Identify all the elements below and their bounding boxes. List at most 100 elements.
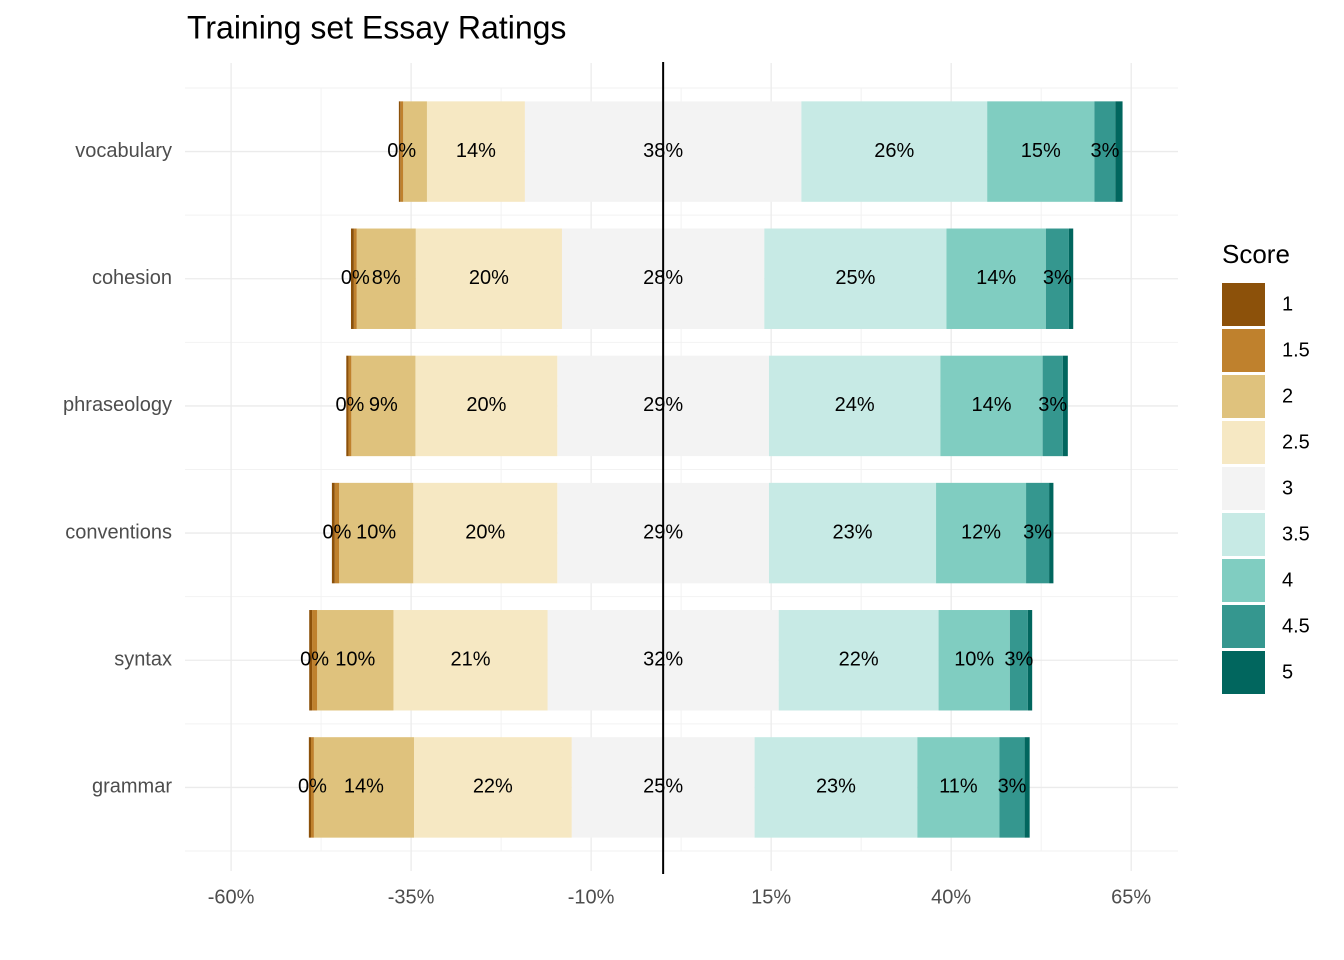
bar-segment [312,610,318,711]
bar-segment [936,482,1027,584]
chart-title: Training set Essay Ratings [187,9,566,45]
bar-label: 11% [939,776,978,798]
bar-label: 10% [356,521,396,543]
bar-label: 23% [833,521,873,543]
bar-label: 20% [466,394,506,416]
x-tick-label: 15% [751,886,791,908]
bar-label: 3% [1090,140,1119,162]
bar-label: 3% [1023,521,1052,543]
bar-label: 0% [335,394,364,416]
bar-segment [350,228,354,329]
bar-segment [311,737,314,838]
y-tick-label: conventions [65,521,172,543]
bar-label: 32% [643,649,683,671]
legend-key [1222,329,1265,372]
bar-label: 0% [341,267,370,289]
legend-key [1222,559,1265,602]
bar-label: 0% [387,140,416,162]
bar-segment [426,101,525,202]
bar-label: 25% [643,776,683,798]
bar-segment [801,101,988,202]
bar-label: 29% [643,521,683,543]
bar-segment [1024,737,1030,838]
bar-segment [1009,610,1028,711]
legend-key [1222,651,1265,694]
bar-label: 21% [450,649,490,671]
legend-label: 3 [1282,477,1293,499]
x-tick-label: 40% [931,886,971,908]
bar-segment [348,355,352,457]
legend-key [1222,375,1265,418]
bar-label: 9% [369,394,398,416]
bar-label: 22% [839,649,879,671]
legend: 1 1.5 2 2.5 3 3.5 4 4.5 5 [1222,283,1310,694]
bar-segment [754,737,918,838]
bar-label: 3% [1038,394,1067,416]
bar-segment [778,610,939,711]
legend-title: Score [1222,239,1290,269]
legend-label: 2.5 [1282,431,1310,453]
y-tick-label: vocabulary [75,140,172,162]
bar-label: 0% [298,776,327,798]
x-tick-label: -10% [568,886,615,908]
bar-label: 23% [816,776,856,798]
bar-label: 0% [300,649,329,671]
bar-segment [313,737,414,838]
bar-label: 20% [465,521,505,543]
bar-label: 20% [469,267,509,289]
bar-segment [353,228,357,329]
bar-segment [768,482,937,584]
bar-label: 3% [998,776,1027,798]
bar-segment [351,355,416,457]
bar-label: 26% [874,140,914,162]
legend-key [1222,467,1265,510]
bar-segment [768,355,941,457]
bar-segment [1062,355,1068,457]
bar-label: 14% [456,140,496,162]
bar-label: 29% [643,394,683,416]
x-tick-label: 65% [1111,886,1151,908]
legend-key [1222,513,1265,556]
bar-segment [999,737,1025,838]
bar-segment [331,482,335,584]
bar-segment [940,355,1043,457]
bar-segment [1049,482,1054,584]
y-tick-label: phraseology [63,394,172,416]
bar-segment [1068,228,1074,329]
bar-segment [946,228,1046,329]
bar-segment [1094,101,1116,202]
y-tick-label: grammar [92,776,172,798]
bar-segment [415,355,558,457]
bar-segment [938,610,1010,711]
bar-segment [403,101,427,202]
bar-label: 24% [835,394,875,416]
bar-segment [339,482,414,584]
x-tick-label: -60% [208,886,255,908]
bar-segment [309,610,313,711]
legend-label: 3.5 [1282,523,1310,545]
bar-segment [308,737,312,838]
bar-segment [346,355,349,457]
bar-label: 15% [1021,140,1061,162]
bar-segment [1027,610,1033,711]
bar-segment [987,101,1095,202]
bar-label: 28% [643,267,683,289]
legend-label: 5 [1282,661,1293,683]
y-tick-label: cohesion [92,267,172,289]
bar-segment [1026,482,1050,584]
bar-label: 3% [1004,649,1033,671]
bar-label: 14% [344,776,384,798]
bar-segment [413,737,572,838]
bar-label: 12% [961,521,1001,543]
bar-segment [917,737,1000,838]
bar-label: 0% [322,521,351,543]
bar-segment [400,101,404,202]
bar-label: 14% [971,394,1011,416]
legend-label: 1 [1282,293,1293,315]
legend-key [1222,283,1265,326]
legend-label: 1.5 [1282,339,1310,361]
bar-segment [1045,228,1069,329]
bar-segment [1115,101,1123,202]
bar-segment [764,228,947,329]
